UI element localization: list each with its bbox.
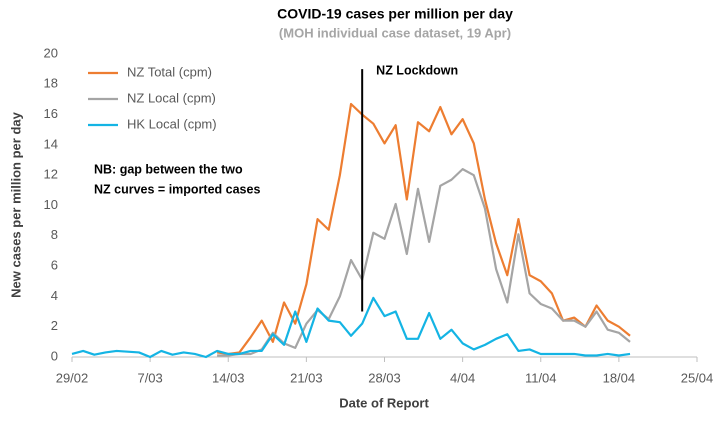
y-tick-label: 12 [44, 167, 58, 182]
x-axis-label: Date of Report [339, 395, 429, 410]
y-tick-label: 4 [51, 288, 58, 303]
note: NB: gap between the two [94, 162, 243, 176]
x-tick-label: 18/04 [603, 370, 636, 385]
chart-title: COVID-19 cases per million per day [277, 6, 513, 22]
x-tick-label: 14/03 [212, 370, 245, 385]
legend-label: NZ Local (cpm) [127, 90, 216, 105]
legend-label: NZ Total (cpm) [127, 64, 212, 79]
line-series [71, 296, 631, 359]
y-tick-label: 6 [51, 258, 58, 273]
y-tick-label: 2 [51, 318, 58, 333]
x-tick-label: 21/03 [290, 370, 323, 385]
x-tick-label: 7/03 [137, 370, 162, 385]
x-tick-label: 28/03 [368, 370, 401, 385]
line-series [216, 102, 631, 356]
chart-subtitle: (MOH individual case dataset, 19 Apr) [279, 25, 511, 40]
line-series [217, 168, 631, 357]
legend-label: HK Local (cpm) [127, 116, 217, 131]
y-tick-label: 18 [44, 76, 58, 91]
y-tick-label: 0 [51, 348, 58, 363]
y-tick-label: 10 [44, 197, 58, 212]
x-tick-label: 4/04 [450, 370, 475, 385]
y-axis-label: New cases per million per day [8, 111, 23, 297]
y-tick-label: 8 [51, 227, 58, 242]
x-tick-label: 11/04 [525, 370, 557, 385]
y-tick-label: 14 [44, 136, 58, 151]
x-tick-label: 29/02 [56, 370, 89, 385]
x-tick-label: 25/04 [681, 370, 714, 385]
y-tick-label: 20 [44, 45, 58, 60]
y-tick-label: 16 [44, 106, 58, 121]
lockdown-label: NZ Lockdown [376, 63, 458, 77]
note: NZ curves = imported cases [94, 182, 260, 196]
